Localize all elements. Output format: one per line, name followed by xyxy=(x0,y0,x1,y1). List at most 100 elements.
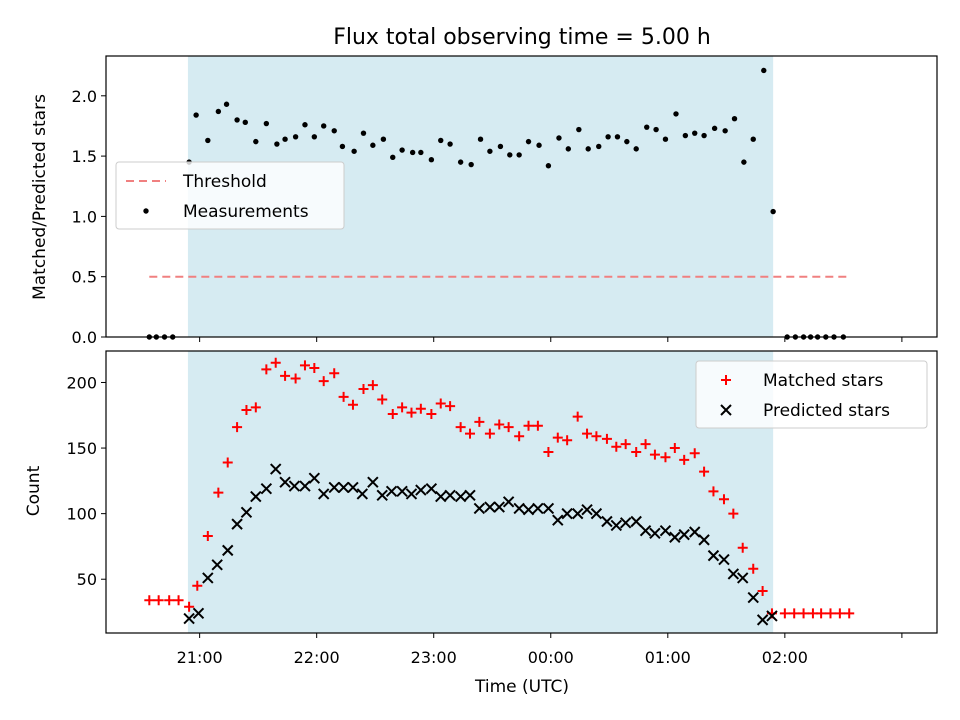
matched-star-point xyxy=(445,401,456,412)
measurement-point xyxy=(731,116,738,122)
measurement-point xyxy=(302,122,308,128)
bottom-y-tick-label: 150 xyxy=(66,439,97,458)
measurement-point xyxy=(761,67,767,74)
predicted-star-point xyxy=(513,502,525,515)
predicted-star-point xyxy=(718,553,730,566)
matched-legend-label: Matched stars xyxy=(763,371,883,391)
x-tick-label: 02:00 xyxy=(762,648,808,667)
measurement-point xyxy=(351,148,357,154)
predicted-star-point xyxy=(444,489,456,501)
matched-star-point xyxy=(718,494,729,505)
matched-star-point xyxy=(834,608,845,619)
bottom-y-tick-label: 200 xyxy=(66,373,97,392)
x-tick-label: 00:00 xyxy=(528,648,574,667)
matched-star-point xyxy=(816,608,827,619)
measurement-point xyxy=(701,132,707,139)
predicted-star-point xyxy=(639,524,652,537)
matched-star-point xyxy=(347,399,358,410)
matched-star-point xyxy=(367,380,378,391)
matched-star-point xyxy=(250,402,261,413)
measurement-point xyxy=(545,163,552,169)
matched-star-point xyxy=(164,595,175,606)
predicted-star-point xyxy=(581,503,593,516)
matched-star-point xyxy=(222,457,233,468)
predicted-star-point xyxy=(270,463,282,475)
predicted-star-point xyxy=(766,610,778,622)
predicted-star-point xyxy=(473,502,486,515)
predicted-star-point xyxy=(659,524,672,537)
measurement-point xyxy=(360,130,367,136)
matched-star-point xyxy=(789,608,800,619)
top-y-tick-label: 0.0 xyxy=(72,328,97,347)
predicted-star-point xyxy=(202,572,214,584)
measurement-point xyxy=(242,119,248,126)
measurement-point xyxy=(605,134,611,140)
top-y-axis-label: Matched/Predicted stars xyxy=(30,94,50,300)
bottom-panel: 50 100 150 200 21:00 22:00 23:00 00:00 01:00 02:0… xyxy=(66,350,938,667)
measurement-point xyxy=(457,159,464,165)
matched-star-point xyxy=(543,446,554,457)
matched-star-point xyxy=(798,608,809,619)
matched-star-point xyxy=(338,391,349,402)
predicted-star-point xyxy=(727,568,740,580)
predicted-star-point xyxy=(601,515,613,528)
predicted-legend-swatch xyxy=(720,404,732,416)
measurement-point xyxy=(662,136,669,142)
x-tick-label: 01:00 xyxy=(645,648,691,667)
measurement-point xyxy=(193,112,199,118)
measurement-point xyxy=(556,135,562,141)
predicted-star-point xyxy=(678,528,690,541)
bottom-legend: Matched stars Predicted stars xyxy=(695,360,928,429)
predicted-star-point xyxy=(299,480,311,492)
matched-star-point xyxy=(397,402,408,413)
measurement-point xyxy=(331,128,337,134)
predicted-star-point xyxy=(337,481,350,494)
predicted-star-point xyxy=(493,501,505,513)
predicted-star-point xyxy=(288,480,301,492)
measurement-point xyxy=(282,136,288,142)
predicted-star-point xyxy=(415,484,427,496)
predicted-star-point xyxy=(532,502,544,515)
predicted-star-point xyxy=(484,501,496,513)
measurement-point xyxy=(525,138,532,145)
measurement-point xyxy=(614,134,621,140)
top-plot-frame xyxy=(105,55,938,338)
measurement-point xyxy=(770,208,776,215)
measurement-point xyxy=(339,143,346,150)
matched-star-point xyxy=(640,439,651,450)
measurements-legend-swatch xyxy=(143,208,149,214)
matched-star-point xyxy=(748,563,759,574)
measurement-point xyxy=(497,143,504,150)
measurement-point xyxy=(223,101,230,107)
measurement-point xyxy=(311,134,318,140)
matched-star-point xyxy=(728,508,739,519)
matched-star-point xyxy=(299,360,310,371)
predicted-star-point xyxy=(756,614,769,626)
matched-star-point xyxy=(465,428,476,439)
matched-star-point xyxy=(494,419,505,430)
predicted-star-point xyxy=(707,549,720,562)
x-tick-label: 21:00 xyxy=(177,648,223,667)
matched-star-point xyxy=(601,433,612,444)
matched-star-point xyxy=(173,595,184,606)
matched-star-point xyxy=(435,398,446,409)
measurement-point xyxy=(711,125,718,132)
measurement-point xyxy=(399,147,405,153)
predicted-star-point xyxy=(522,503,535,516)
matched-legend-swatch xyxy=(721,375,731,385)
bottom-observing-window-band xyxy=(187,351,774,633)
x-axis-label: Time (UTC) xyxy=(474,677,569,697)
measurement-point xyxy=(438,137,444,144)
predicted-star-point xyxy=(610,519,623,532)
measurement-point xyxy=(380,136,387,142)
matched-star-point xyxy=(582,428,593,439)
matched-star-point xyxy=(844,608,855,619)
matched-star-point xyxy=(184,601,195,612)
predicted-star-point xyxy=(590,507,603,520)
measurement-point xyxy=(585,146,591,152)
predicted-star-point xyxy=(454,490,467,503)
matched-star-point xyxy=(552,432,563,443)
predicted-star-point xyxy=(552,514,564,526)
matched-star-point xyxy=(708,486,719,497)
